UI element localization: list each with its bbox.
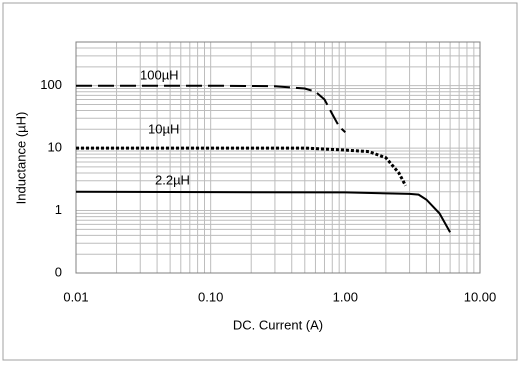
line xyxy=(75,190,451,233)
series-label: 10µH xyxy=(148,121,179,136)
line xyxy=(76,146,407,187)
x-tick-label: 0.01 xyxy=(63,289,88,304)
x-tick-label: 0.10 xyxy=(198,289,223,304)
y-tick-label: 0 xyxy=(55,264,62,279)
y-tick-label: 100 xyxy=(40,77,62,92)
y-tick-label: 10 xyxy=(48,140,62,155)
line xyxy=(76,84,346,133)
x-tick-label: 1.00 xyxy=(333,289,358,304)
chart-frame xyxy=(2,2,518,361)
x-tick-label: 10.00 xyxy=(464,289,497,304)
series-label: 2.2µH xyxy=(155,172,190,187)
x-axis-title: DC. Current (A) xyxy=(233,317,323,332)
y-tick-label: 1 xyxy=(55,202,62,217)
y-axis-title: Inductance (µH) xyxy=(13,112,28,205)
series-label: 100µH xyxy=(140,67,179,82)
plot-border xyxy=(75,41,481,274)
